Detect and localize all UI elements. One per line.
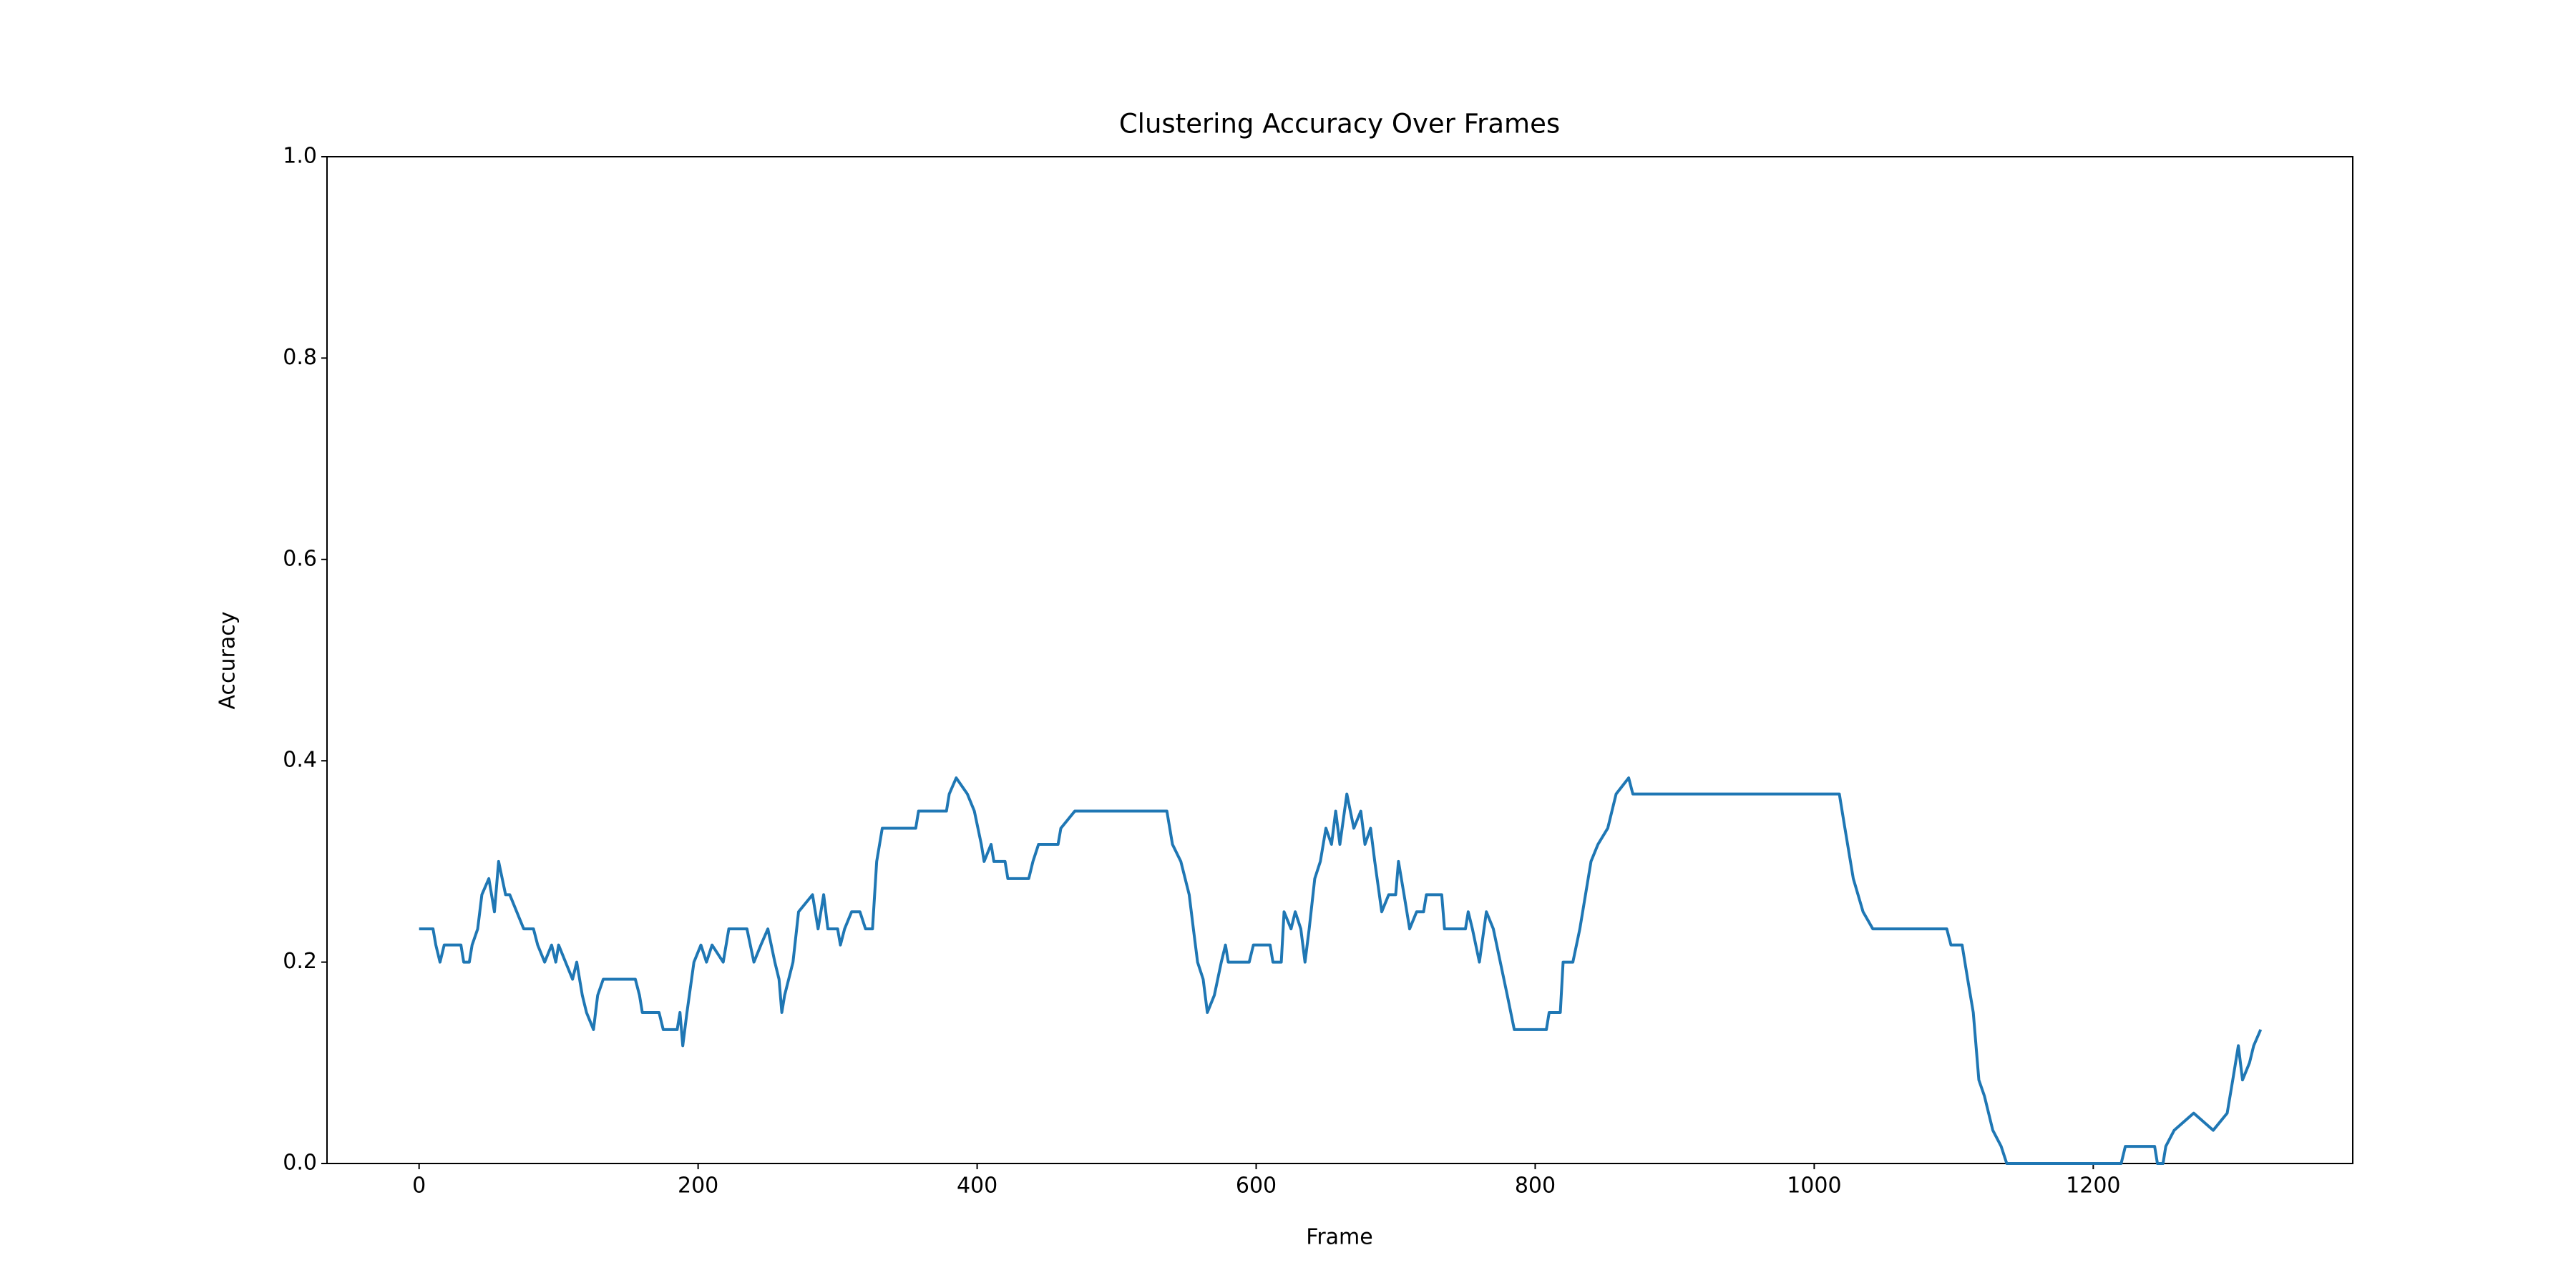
- y-tick-label: 0.4: [283, 748, 317, 773]
- x-tick-label: 400: [957, 1174, 997, 1199]
- y-tick-label: 0.2: [283, 949, 317, 974]
- y-tick-label: 0.0: [283, 1151, 317, 1176]
- y-tick-label: 1.0: [283, 144, 317, 169]
- x-axis-label: Frame: [1306, 1225, 1372, 1250]
- x-tick-label: 600: [1236, 1174, 1277, 1199]
- x-tick-label: 1200: [2066, 1174, 2120, 1199]
- y-tick-label: 0.8: [283, 345, 317, 370]
- y-tick-label: 0.6: [283, 546, 317, 571]
- chart-title: Clustering Accuracy Over Frames: [1119, 109, 1560, 140]
- x-tick-label: 0: [412, 1174, 426, 1199]
- plot-frame: [326, 156, 2353, 1164]
- y-axis-label: Accuracy: [215, 612, 240, 710]
- x-tick-label: 200: [678, 1174, 718, 1199]
- x-tick-label: 800: [1515, 1174, 1556, 1199]
- x-tick-label: 1000: [1787, 1174, 1841, 1199]
- data-line: [419, 776, 2263, 1165]
